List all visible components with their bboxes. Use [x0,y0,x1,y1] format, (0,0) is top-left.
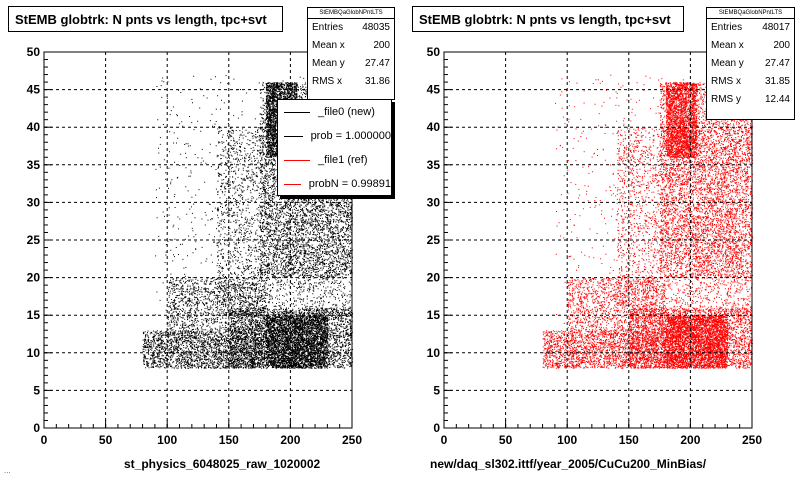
left-x-axis-title: st_physics_6048025_raw_1020002 [124,457,321,471]
y-tick-label: 0 [33,421,40,435]
y-tick-label: 50 [427,45,441,59]
y-tick-label: 40 [27,120,41,134]
left-stats-value: 27.47 [364,58,390,69]
x-tick-label: 50 [99,433,113,447]
legend-label: prob = 1.000000 [310,130,391,142]
right-x-axis-title: new/daq_sl302.ittf/year_2005/CuCu200_Min… [430,457,707,471]
left-stats-label: Mean y [312,58,345,69]
right-stats-box: StEMBQaGlobNPntLTS Entries 48017 Mean x 20… [706,7,795,120]
y-tick-label: 15 [427,308,441,322]
y-tick-label: 35 [27,158,41,172]
right-stats-value: 200 [773,40,790,51]
legend-label: probN = 0.99891 [308,178,391,190]
right-stats-label: RMS y [711,94,741,105]
left-stats-box: StEMBQaGlobNPntLTS Entries 48035 Mean x 20… [307,7,395,100]
legend-entry: prob = 1.000000 [278,124,391,148]
x-tick-label: 100 [557,433,577,447]
legend-line [284,135,303,137]
y-tick-label: 35 [427,158,441,172]
x-tick-label: 200 [680,433,700,447]
right-stats-value: 12.44 [764,94,790,105]
y-tick-label: 30 [27,195,41,209]
x-tick-label: 200 [280,433,300,447]
legend-line [284,183,301,185]
y-tick-label: 30 [427,195,441,209]
left-stats-value: 31.86 [364,76,390,87]
legend-line [284,159,310,161]
right-stats-label: Mean y [711,58,744,69]
y-tick-label: 5 [433,383,440,397]
y-tick-label: 25 [27,233,41,247]
x-tick-label: 100 [157,433,177,447]
left-stats-value: 200 [373,40,390,51]
legend-box: _file0 (new) prob = 1.000000 _file1 (ref… [277,99,392,196]
y-tick-label: 10 [27,346,41,360]
right-stats-label: Mean x [711,40,744,51]
right-stats-value: 31.85 [764,76,790,87]
legend-label: _file1 (ref) [318,154,368,166]
x-tick-label: 150 [219,433,239,447]
right-stats-name: StEMBQaGlobNPntLTS [707,8,794,19]
y-tick-label: 40 [427,120,441,134]
left-stats-label: RMS x [312,76,342,87]
footer-text: ... [4,466,11,475]
left-stats-label: Mean x [312,40,345,51]
left-chart-title: StEMB globtrk: N pnts vs length, tpc+svt [8,6,283,32]
left-stats-label: Entries [312,22,344,33]
right-stats-label: Entries [711,22,743,33]
right-stats-label: RMS x [711,76,741,87]
legend-entry: _file1 (ref) [278,148,391,172]
x-tick-label: 0 [441,433,448,447]
y-tick-label: 20 [27,271,41,285]
x-tick-label: 150 [619,433,639,447]
y-tick-label: 15 [27,308,41,322]
y-tick-label: 10 [427,346,441,360]
y-tick-label: 5 [33,383,40,397]
y-tick-label: 25 [427,233,441,247]
y-tick-label: 45 [427,83,441,97]
y-tick-label: 20 [427,271,441,285]
grid-lines [444,52,752,428]
x-tick-label: 250 [742,433,762,447]
scatter-point-cloud [542,74,753,369]
left-stats-name: StEMBQaGlobNPntLTS [308,8,394,19]
right-chart-title: StEMB globtrk: N pnts vs length, tpc+svt [412,6,684,32]
y-tick-label: 50 [27,45,41,59]
legend-entry: probN = 0.99891 [278,172,391,195]
y-tick-label: 45 [27,83,41,97]
legend-line [284,111,310,113]
x-tick-label: 0 [41,433,48,447]
x-tick-label: 250 [342,433,362,447]
left-stats-value: 48035 [362,22,390,33]
right-stats-value: 27.47 [764,58,790,69]
legend-entry: _file0 (new) [278,100,391,124]
scatter-points [542,74,753,369]
right-stats-value: 48017 [762,22,790,33]
x-tick-label: 50 [499,433,513,447]
right-scatter-plot: 0 50 100 150 200 250 0 5 10 15 20 25 30 35 40 45 50 [427,45,763,447]
legend-label: _file0 (new) [318,106,375,118]
y-tick-label: 0 [433,421,440,435]
